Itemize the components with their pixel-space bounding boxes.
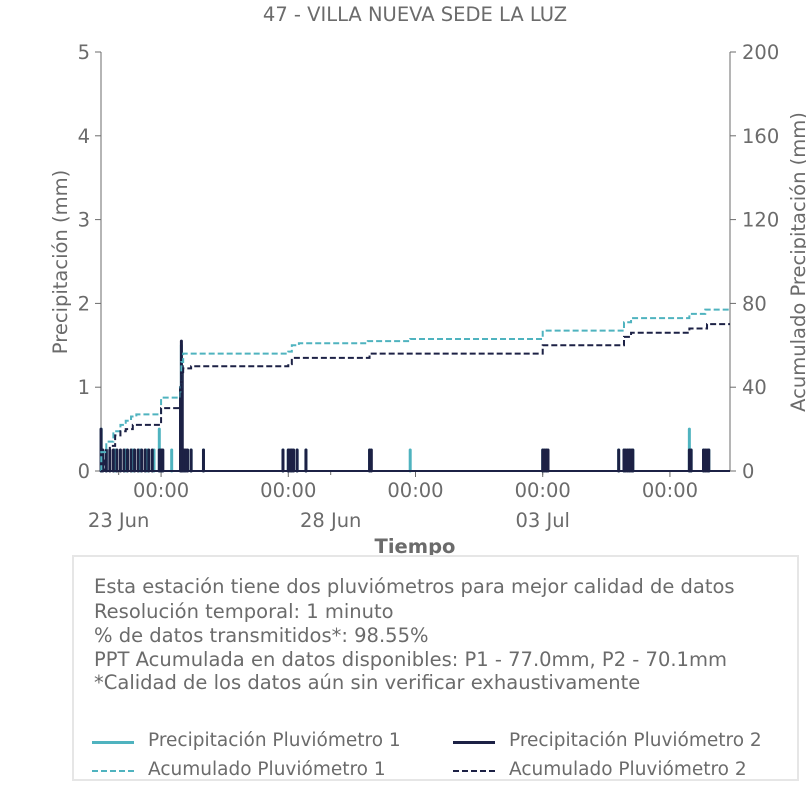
y2-axis-label: Acumulado Precipitación (mm) (787, 112, 806, 412)
y2-tick-label: 40 (742, 376, 767, 399)
axes: 0 1 2 3 4 5 0 40 80 120 160 200 00:00 00:00 00:00 00:00… (78, 41, 780, 532)
info-line-quality-note: *Calidad de los datos aún sin verificar … (94, 671, 641, 694)
legend-swatch-p1-rain (92, 741, 134, 744)
y-tick-label: 1 (78, 376, 90, 399)
info-line-stations: Esta estación tiene dos pluviómetros par… (94, 575, 735, 598)
y-tick-label: 5 (78, 41, 90, 64)
x-tick-label-time: 00:00 (387, 479, 443, 502)
y2-tick-label: 200 (742, 41, 779, 64)
legend-label-p1-acc: Acumulado Pluviómetro 1 (148, 759, 386, 780)
y-tick-label: 0 (78, 460, 90, 483)
y2-tick-label: 80 (742, 292, 767, 315)
y2-tick-label: 0 (742, 460, 754, 483)
x-axis-label: Tiempo (375, 535, 456, 558)
legend-swatch-p1-acc (92, 770, 134, 772)
chart-title: 47 - VILLA NUEVA SEDE LA LUZ (263, 3, 567, 26)
x-tick-label-date: 23 Jun (88, 509, 149, 532)
precipitation-bars (99, 339, 730, 473)
y-tick-label: 2 (78, 292, 90, 315)
y-axis-label: Precipitación (mm) (49, 170, 72, 354)
x-tick-label-date: 03 Jul (515, 509, 570, 532)
x-tick-label-date: 28 Jun (300, 509, 361, 532)
info-line-transmitted: % de datos transmitidos*: 98.55% (94, 624, 429, 647)
legend-swatch-p2-rain (453, 741, 495, 744)
y2-tick-label: 160 (742, 125, 779, 148)
cumulative-lines (100, 308, 730, 472)
x-tick-label-time: 00:00 (642, 479, 698, 502)
cumulative-line-series-3 (100, 308, 730, 472)
y-tick-label: 4 (78, 125, 90, 148)
y-tick-label: 3 (78, 209, 90, 232)
legend-label-p2-acc: Acumulado Pluviómetro 2 (509, 759, 747, 780)
legend-label-p1-rain: Precipitación Pluviómetro 1 (148, 730, 401, 751)
info-line-accumulated: PPT Acumulada en datos disponibles: P1 -… (94, 648, 727, 671)
legend-swatch-p2-acc (453, 770, 495, 772)
x-tick-label-time: 00:00 (133, 479, 189, 502)
info-box: Esta estación tiene dos pluviómetros par… (72, 555, 799, 781)
legend-label-p2-rain: Precipitación Pluviómetro 2 (509, 730, 762, 751)
x-tick-label-time: 00:00 (515, 479, 571, 502)
cumulative-line-series-4 (101, 323, 730, 472)
info-line-resolution: Resolución temporal: 1 minuto (94, 600, 394, 623)
x-tick-label-time: 00:00 (260, 479, 316, 502)
y2-tick-label: 120 (742, 209, 779, 232)
